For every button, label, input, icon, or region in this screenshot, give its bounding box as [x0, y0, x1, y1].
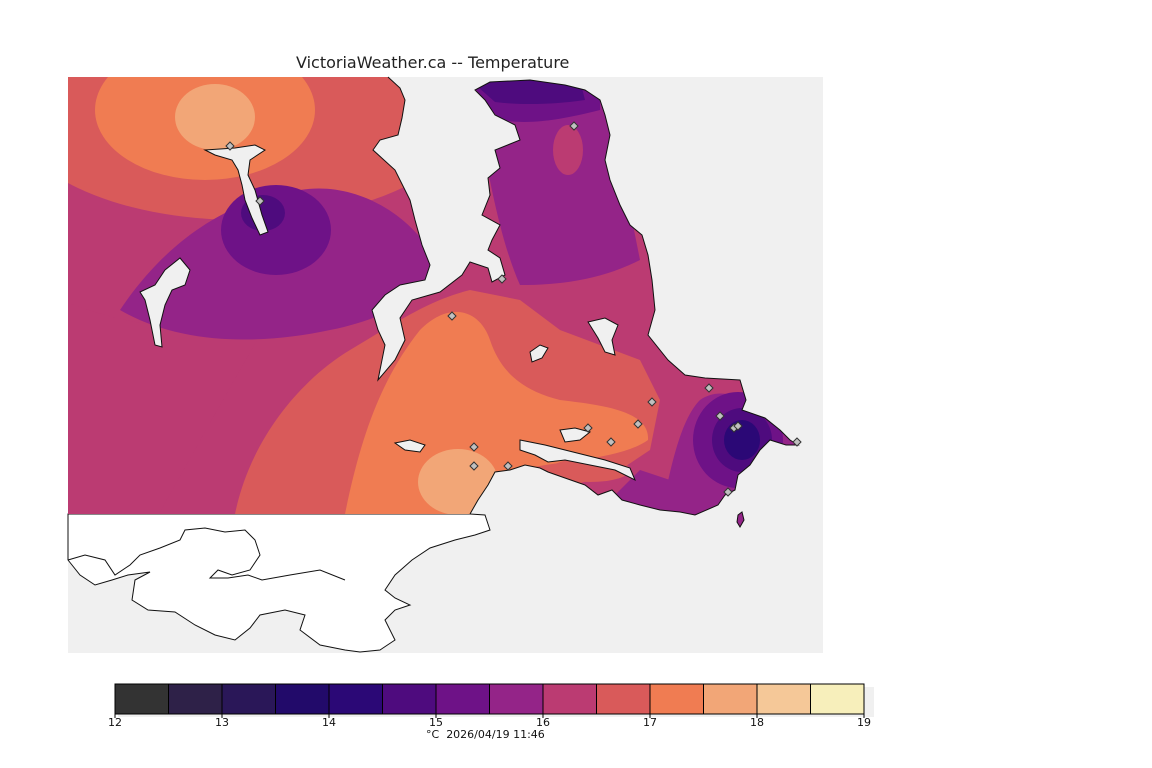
colorbar-tick-label: 13 [215, 716, 229, 729]
inlet-saanich-arm [203, 144, 269, 236]
colorbar-swatch [382, 683, 437, 715]
inlet-victoria-harbour [559, 427, 592, 443]
colorbar-swatch [489, 683, 544, 715]
colorbar-tick-label: 18 [750, 716, 764, 729]
station-marker [647, 397, 657, 407]
colorbar-swatches [114, 683, 865, 718]
station-marker [469, 461, 479, 471]
colorbar-tick-label: 16 [536, 716, 550, 729]
colorbar-swatch [275, 683, 330, 715]
colorbar-unit: °C [426, 728, 440, 741]
weather-stations [225, 121, 802, 497]
colorbar-swatch [328, 683, 383, 715]
colorbar-swatch [596, 683, 651, 715]
station-marker [447, 311, 457, 321]
station-marker [497, 274, 507, 284]
colorbar-tick-label: 19 [857, 716, 871, 729]
colorbar-tick-label: 12 [108, 716, 122, 729]
station-marker [606, 437, 616, 447]
colorbar-timestamp: 2026/04/19 11:46 [446, 728, 545, 741]
station-marker [633, 419, 643, 429]
colorbar-swatch [649, 683, 704, 715]
southern-coast-detail [67, 527, 346, 581]
colorbar-swatch [756, 683, 811, 715]
lake-prospect [529, 344, 549, 363]
colorbar-swatch [810, 683, 865, 715]
colorbar-tick-label: 15 [429, 716, 443, 729]
colorbar-swatch [168, 683, 223, 715]
station-marker [583, 423, 593, 433]
colorbar-swatch [114, 683, 169, 715]
station-marker [469, 442, 479, 452]
colorbar-swatch [542, 683, 597, 715]
colorbar-swatch [435, 683, 490, 715]
station-marker [792, 437, 802, 447]
southern-landmass [67, 513, 491, 653]
station-marker [723, 487, 733, 497]
islet-oak-bay [736, 511, 745, 528]
station-marker [503, 461, 513, 471]
colorbar-tick-label: 14 [322, 716, 336, 729]
lake-elk [587, 317, 619, 356]
station-marker [569, 121, 579, 131]
station-marker [255, 196, 265, 206]
station-marker [733, 421, 743, 431]
station-marker [225, 141, 235, 151]
station-marker [704, 383, 714, 393]
station-marker [715, 411, 725, 421]
colorbar-swatch [703, 683, 758, 715]
vancouver-island-coastline [371, 76, 800, 516]
inlet-sooke-basin [519, 439, 636, 482]
colorbar-tick-label: 17 [643, 716, 657, 729]
map-title: VictoriaWeather.ca -- Temperature [296, 53, 570, 72]
colorbar-caption: °C 2026/04/19 11:46 [426, 728, 545, 741]
inlet-west-arm [139, 257, 191, 348]
lake-sooke [393, 439, 426, 453]
colorbar-swatch [221, 683, 276, 715]
